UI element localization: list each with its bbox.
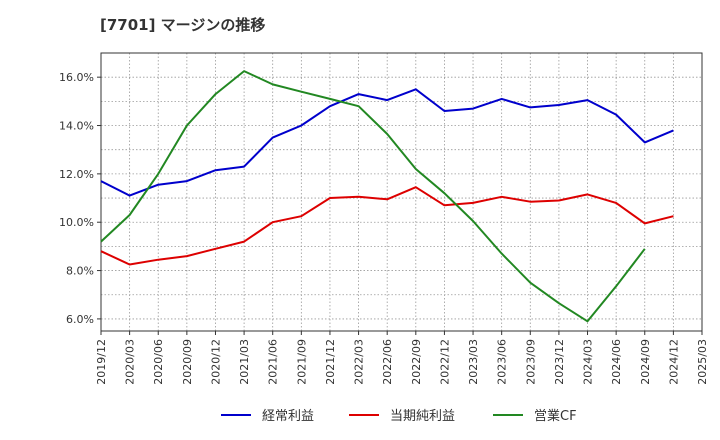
- plot-border: [100, 52, 703, 332]
- plot-area: [101, 53, 702, 331]
- y-tick-label: 8.0%: [66, 265, 94, 278]
- x-tick-label: 2020/12: [209, 339, 222, 385]
- x-tick-label: 2024/09: [639, 339, 652, 385]
- x-tick-label: 2022/09: [410, 339, 423, 385]
- y-tick-label: 12.0%: [59, 168, 94, 181]
- x-tick-label: 2024/03: [582, 339, 595, 385]
- x-tick-label: 2024/12: [667, 339, 680, 385]
- x-tick-label: 2021/06: [267, 339, 280, 385]
- x-tick-label: 2022/12: [438, 339, 451, 385]
- x-tick-label: 2021/09: [295, 339, 308, 385]
- legend-label-2: 当期純利益: [390, 409, 455, 424]
- series-line-2: [100, 186, 674, 266]
- x-tick-label: 2023/03: [467, 339, 480, 385]
- x-tick-label: 2023/09: [524, 339, 537, 385]
- x-tick-label: 2023/12: [553, 339, 566, 385]
- x-tick-label: 2022/06: [381, 339, 394, 385]
- y-tick-label: 16.0%: [59, 71, 94, 84]
- x-tick-label: 2020/06: [152, 339, 165, 385]
- x-tick-label: 2020/03: [124, 339, 137, 385]
- y-tick-label: 14.0%: [59, 120, 94, 133]
- x-tick-label: 2023/06: [496, 339, 509, 385]
- x-tick-label: 2019/12: [95, 339, 108, 385]
- legend-label-3: 営業CF: [534, 408, 577, 424]
- x-tick-label: 2024/06: [610, 339, 623, 385]
- y-tick-label: 10.0%: [59, 216, 94, 229]
- x-tick-label: 2025/03: [696, 339, 709, 385]
- x-tick-label: 2022/03: [353, 339, 366, 385]
- x-tick-label: 2020/09: [181, 339, 194, 385]
- series-line-3: [100, 70, 646, 323]
- legend-label-1: 経常利益: [262, 409, 314, 424]
- series-line-1: [100, 88, 674, 197]
- x-tick-label: 2021/12: [324, 339, 337, 385]
- chart-title: [7701] マージンの推移: [100, 16, 266, 34]
- y-tick-label: 6.0%: [66, 313, 94, 326]
- x-tick-label: 2021/03: [238, 339, 251, 385]
